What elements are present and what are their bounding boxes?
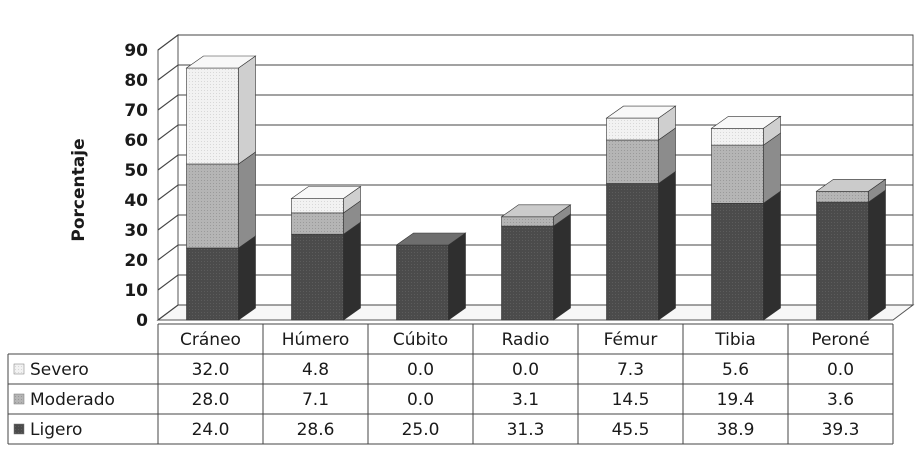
- bar-ligero-side: [658, 170, 676, 321]
- category-label: Cráneo: [180, 330, 241, 350]
- table-cell: 38.9: [717, 420, 755, 440]
- y-tick-label: 50: [124, 161, 148, 181]
- bar-severo-side: [238, 55, 256, 165]
- bar-moderado-front: [501, 216, 554, 227]
- table-cell: 28.0: [192, 390, 230, 410]
- table-cell: 28.6: [297, 420, 335, 440]
- y-tick-label: 70: [124, 101, 148, 121]
- bar-ligero-side: [763, 190, 781, 321]
- table-cell: 7.1: [302, 390, 329, 410]
- legend-swatch: [13, 393, 25, 405]
- bar-ligero-side: [343, 221, 361, 321]
- bar-severo-top: [605, 105, 677, 119]
- category-label: Tibia: [714, 330, 756, 350]
- bar-severo-top: [290, 186, 362, 199]
- y-tick-label: 0: [136, 311, 148, 331]
- category-label: Fémur: [604, 330, 658, 350]
- bar-moderado-side: [238, 151, 256, 249]
- bar-moderado-front: [186, 163, 239, 249]
- bar-ligero-side: [553, 213, 571, 321]
- bar-ligero-front: [291, 233, 344, 321]
- table-cell: 0.0: [407, 390, 434, 410]
- category-label: Cúbito: [393, 330, 448, 350]
- bar-moderado-front: [291, 212, 344, 235]
- table-cell: 24.0: [192, 420, 230, 440]
- bars: [185, 55, 887, 321]
- gridline: [157, 64, 913, 81]
- table-cell: 14.5: [612, 390, 650, 410]
- legend-swatch: [13, 423, 25, 435]
- bar-severo-front: [291, 198, 344, 214]
- y-tick-label: 80: [124, 71, 148, 91]
- category-label: Radio: [502, 330, 550, 350]
- table-cell: 3.6: [827, 390, 854, 410]
- table-cell: 25.0: [402, 420, 440, 440]
- bar-moderado-front: [606, 139, 659, 184]
- table-cell: 39.3: [822, 420, 860, 440]
- legend-swatch: [13, 363, 25, 375]
- bar-severo-front: [186, 67, 239, 165]
- bar-ligero-front: [606, 183, 659, 321]
- table-cell: 4.8: [302, 360, 329, 380]
- bar-ligero-front: [396, 244, 449, 321]
- gridline: [157, 34, 913, 51]
- series-label: Severo: [30, 360, 89, 380]
- bar-ligero-side: [448, 232, 466, 321]
- bar-ligero-side: [868, 189, 886, 321]
- bar-ligero-side: [238, 235, 256, 321]
- table-cell: 19.4: [717, 390, 755, 410]
- y-tick-label: 60: [124, 131, 148, 151]
- bar-moderado-top: [815, 179, 887, 192]
- table-cell: 0.0: [512, 360, 539, 380]
- table-cell: 0.0: [827, 360, 854, 380]
- bar-ligero-front: [816, 201, 869, 321]
- table-cell: 3.1: [512, 390, 539, 410]
- table-cell: 31.3: [507, 420, 545, 440]
- bar-ligero-front: [711, 203, 764, 321]
- bar-severo-top: [710, 116, 782, 129]
- category-label: Húmero: [282, 330, 350, 350]
- y-axis-label: Porcentaje: [69, 138, 89, 241]
- bar-ligero-top: [395, 232, 467, 246]
- data-table: Cráneo Húmero Cúbito Radio Fémur Tibia Peroné S…: [7, 323, 894, 445]
- series-label: Ligero: [30, 420, 82, 440]
- series-label: Moderado: [30, 390, 115, 410]
- table-cell: 0.0: [407, 360, 434, 380]
- y-tick-label: 40: [124, 191, 148, 211]
- y-tick-label: 20: [124, 251, 148, 271]
- bar-moderado-top: [500, 204, 572, 218]
- category-label: Peroné: [811, 330, 869, 350]
- y-axis: Porcentaje 0 10 20 30 40 50 60 70 80 90: [69, 41, 148, 331]
- bar-severo-front: [711, 128, 764, 146]
- table-cell: 5.6: [722, 360, 749, 380]
- y-tick-label: 90: [124, 41, 148, 61]
- gridline: [157, 94, 913, 111]
- bar-ligero-front: [186, 247, 239, 321]
- bar-ligero-front: [501, 225, 554, 321]
- bar-moderado-front: [816, 191, 869, 203]
- bar-severo-front: [606, 117, 659, 141]
- y-tick-label: 10: [124, 281, 148, 301]
- bar-severo-top: [185, 55, 257, 69]
- bar-moderado-front: [711, 144, 764, 204]
- table-cell: 32.0: [192, 360, 230, 380]
- table-cell: 45.5: [612, 420, 650, 440]
- table-cell: 7.3: [617, 360, 644, 380]
- y-tick-label: 30: [124, 221, 148, 241]
